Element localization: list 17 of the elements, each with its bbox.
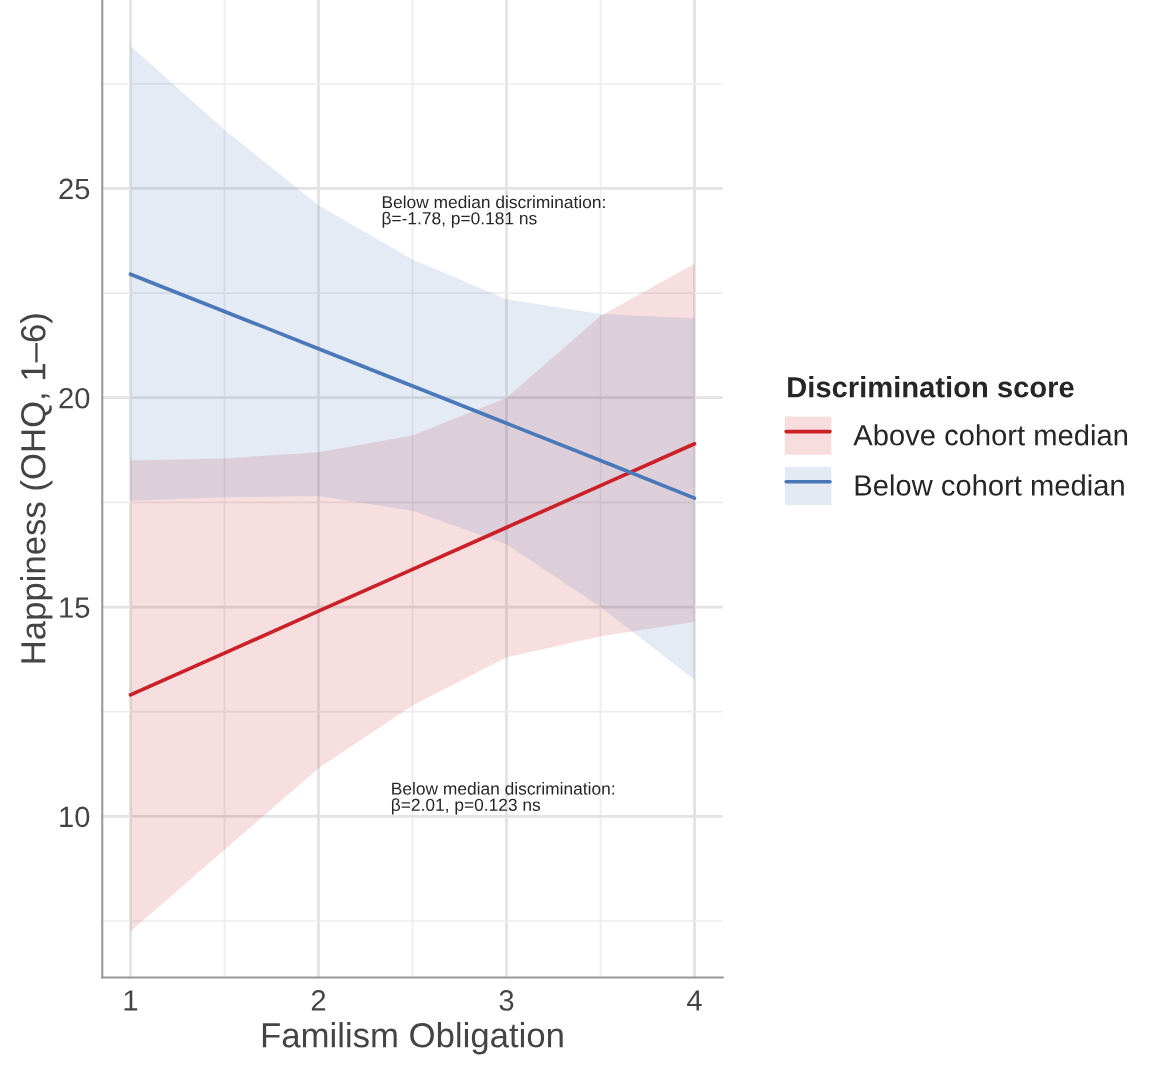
y-tick-label: 20	[59, 387, 90, 409]
y-tick-label: 10	[60, 806, 90, 828]
annotation: Below median discrimination: β=-1.78, p=0.181 ns	[382, 195, 605, 228]
x-tick-label: 1	[124, 990, 138, 1011]
x-tick-label: 2	[311, 990, 326, 1011]
x-axis-title: Familism Obligation	[262, 1022, 563, 1055]
legend-label: Below cohort median	[855, 474, 1124, 496]
legend-title: Discrimination score	[788, 376, 1074, 398]
legend-label: Above cohort median	[853, 424, 1128, 446]
y-tick-label: 25	[59, 178, 90, 200]
y-tick-label: 15	[60, 597, 90, 618]
line-series	[128, 441, 697, 697]
line-series	[128, 272, 697, 500]
x-tick-label: 4	[687, 990, 702, 1011]
y-axis-title: Happiness (OHQ, 1–6)	[20, 314, 53, 663]
x-tick-label: 3	[499, 990, 514, 1011]
annotation: Below median discrimination: β=2.01, p=0.123 ns	[391, 782, 615, 815]
